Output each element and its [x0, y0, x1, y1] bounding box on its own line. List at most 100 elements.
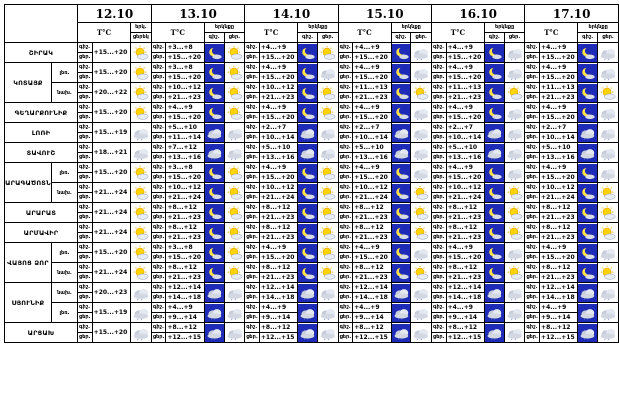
day-short: ցեր. [77, 212, 93, 223]
table-row: ցեր. ցեր. +12...+15 ցեր. +12...+15 ցեր. +12...… [5, 332, 619, 343]
cloud-icon [318, 303, 338, 322]
subregion-label: նախ. [50, 282, 79, 303]
subregion-label: լեռ. [50, 162, 79, 183]
cloud-icon [318, 323, 338, 342]
day-weather-icon [503, 162, 526, 183]
moon-icon [578, 83, 597, 102]
night-short: գիշ. [150, 202, 167, 213]
day-short: ցեր. [524, 252, 541, 263]
temp-value: +21...+23 [539, 212, 579, 223]
night-short: գիշ. [337, 102, 354, 113]
region-name: ՍՅՈՒՆԻՔ [4, 282, 52, 323]
temp-value: +11...+13 [539, 82, 579, 93]
day-weather-icon [503, 122, 526, 143]
night-weather-icon [297, 62, 318, 83]
night-weather-icon [577, 142, 599, 163]
temp-value: +14...+18 [258, 292, 299, 303]
day-short: ցեր. [244, 52, 260, 63]
cloud-icon [298, 143, 317, 162]
day-weather-icon [503, 322, 526, 343]
temp-value: +20...+22 [91, 82, 131, 103]
temp-value: +21...+23 [445, 272, 485, 283]
temp-value: +8...+12 [258, 202, 299, 213]
cloud-icon [598, 63, 618, 82]
day-short: ցեր. [244, 152, 260, 163]
day-short: ցեր. [244, 292, 260, 303]
temp-value: +12...+14 [165, 282, 205, 293]
temp-value: +4...+9 [258, 242, 299, 253]
night-short: գիշ. [244, 142, 260, 153]
sun-icon [131, 83, 151, 102]
temp-value: +8...+12 [445, 202, 485, 213]
day-short: ցեր. [77, 232, 93, 243]
night-short: գիշ. [430, 262, 447, 273]
day-weather-icon [503, 282, 526, 303]
day-short: ցեր. [430, 192, 447, 203]
temp-value: +21...+23 [258, 212, 299, 223]
night-short: գիշ. [244, 62, 260, 73]
cloud-icon [485, 143, 504, 162]
temp-value: +12...+15 [539, 332, 579, 343]
night-weather-icon [483, 242, 505, 263]
night-short: գիշ. [524, 282, 541, 293]
sun-icon [411, 183, 431, 202]
temp-value: +4...+9 [258, 62, 299, 73]
temp-value: +21...+23 [539, 92, 579, 103]
day-short: ցեր. [430, 172, 447, 183]
day-short: ցեր. [337, 152, 354, 163]
temp-value: +4...+9 [352, 162, 392, 173]
day-label: ցերեկ [129, 32, 152, 43]
temp-value: +8...+12 [165, 202, 205, 213]
table-row: ՏԱՎՈՒՇ գիշ. +18...+21 գիշ. +7...+12 գիշ. +5...… [4, 142, 619, 163]
night-short: գիշ. [524, 162, 541, 173]
temp-value: +21...+23 [352, 272, 392, 283]
temp-value: +10...+12 [258, 82, 299, 93]
day-short: ցեր. [77, 252, 93, 263]
temp-value: +15...+20 [539, 252, 579, 263]
day-weather-icon [597, 142, 619, 163]
day-short: ցեր. [524, 232, 541, 243]
day-weather-icon [223, 242, 246, 263]
moon-icon [485, 43, 504, 62]
subregion-label: լեռ. [50, 302, 79, 323]
day-weather-icon [597, 102, 619, 123]
day-weather-icon [503, 102, 526, 123]
night-weather-icon [577, 302, 599, 323]
night-short: գիշ. [524, 262, 541, 273]
day-short: ցեր. [430, 212, 447, 223]
region-name: ԿՈՏԱՅՔ [4, 62, 52, 103]
temp-value: +9...+14 [352, 312, 392, 323]
day-weather-icon [410, 42, 432, 63]
subregion-label: նախ. [50, 82, 79, 103]
cloud-icon [411, 143, 431, 162]
cloud-icon [505, 323, 524, 342]
temp-value: +8...+12 [445, 322, 485, 333]
day-short: ցեր. [337, 72, 354, 83]
day-weather-icon [410, 282, 432, 303]
weather-icon [129, 102, 152, 123]
night-weather-icon [297, 222, 318, 243]
temp-value: +12...+14 [539, 282, 579, 293]
sun-icon [225, 63, 244, 82]
moon-icon [298, 43, 317, 62]
day-weather-icon [597, 202, 619, 223]
night-short: գիշ. [244, 122, 260, 133]
table-row: լեռ. գիշ. +15...+19 գիշ. +4...+9 գիշ. +4...+9 գ… [5, 302, 619, 323]
cloud-icon [391, 323, 410, 342]
night-short: գիշ. [524, 242, 541, 253]
temp-value: +15...+20 [352, 172, 392, 183]
night-weather-icon [483, 62, 505, 83]
temp-value: +2...+7 [539, 122, 579, 133]
temp-value: +21...+23 [352, 212, 392, 223]
moon-icon [205, 243, 224, 262]
moon-icon [298, 83, 317, 102]
day-short: ցեր. [244, 252, 260, 263]
cloud-header-short: երկ. [129, 22, 152, 33]
night-weather-icon [297, 322, 318, 343]
temp-value: +13...+16 [165, 152, 205, 163]
region-name: ԳԵՂԱՐՔՈՒՆԻՔ [4, 102, 78, 123]
day-short: ցեր. [337, 212, 354, 223]
cloud-icon [318, 63, 338, 82]
temp-value: +15...+20 [91, 162, 131, 183]
moon-icon [391, 243, 410, 262]
